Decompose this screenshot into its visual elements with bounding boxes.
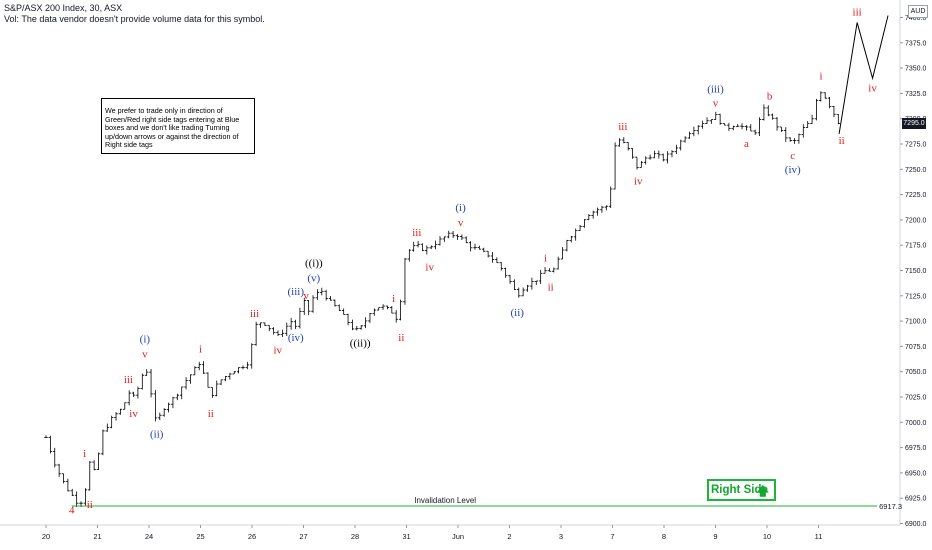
wave-label: iv bbox=[634, 175, 643, 187]
wave-label: b bbox=[767, 91, 773, 103]
up-arrow-icon: 🡅 bbox=[756, 484, 769, 498]
x-tick-label: 26 bbox=[248, 532, 256, 541]
wave-label: iv bbox=[273, 344, 282, 356]
wave-label: i bbox=[820, 70, 823, 82]
y-tick-label: 7275.0 bbox=[905, 142, 927, 149]
x-tick-label: 2 bbox=[507, 532, 511, 541]
price-series bbox=[44, 91, 841, 508]
chart-title: S&P/ASX 200 Index, 30, ASX bbox=[4, 3, 123, 13]
x-tick-label: 21 bbox=[93, 532, 101, 541]
wave-label: iii bbox=[853, 7, 862, 19]
wave-label: ((ii)) bbox=[350, 337, 371, 349]
invalidation-value: 6917.3 bbox=[879, 502, 902, 511]
projection-path bbox=[838, 15, 889, 134]
y-tick-label: 7100.0 bbox=[905, 319, 927, 326]
wave-label: ii bbox=[398, 332, 404, 344]
wave-label: ii bbox=[839, 135, 845, 147]
x-tick-label: 20 bbox=[42, 532, 50, 541]
wave-label: v bbox=[303, 290, 309, 302]
y-tick-label: 6925.0 bbox=[905, 496, 927, 503]
y-tick-label: 7175.0 bbox=[905, 243, 927, 250]
x-tick-label: Jun bbox=[452, 532, 464, 541]
x-axis: 20 21 24 25 26 27 28 31 Jun 2 3 7 8 9 10 11 bbox=[42, 525, 823, 541]
wave-label: v bbox=[458, 217, 464, 229]
wave-label: (v) bbox=[307, 273, 320, 285]
y-tick-label: 7375.0 bbox=[905, 40, 927, 47]
wave-label: 4 bbox=[69, 504, 75, 516]
x-tick-label: 3 bbox=[559, 532, 563, 541]
wave-label: c bbox=[790, 150, 795, 162]
y-tick-label: 7050.0 bbox=[905, 369, 927, 376]
currency-badge[interactable]: AUD bbox=[908, 5, 928, 18]
wave-label: ii bbox=[87, 499, 93, 511]
x-tick-label: 11 bbox=[815, 532, 823, 541]
y-tick-label: 7075.0 bbox=[905, 344, 927, 351]
wave-label: a bbox=[744, 138, 749, 150]
wave-label: i bbox=[83, 448, 86, 460]
x-tick-label: 8 bbox=[662, 532, 666, 541]
volume-note: Vol: The data vendor doesn't provide vol… bbox=[4, 14, 265, 24]
wave-label: (iii) bbox=[288, 286, 305, 298]
y-tick-label: 7000.0 bbox=[905, 420, 927, 427]
wave-label: iii bbox=[618, 121, 627, 133]
wave-label: (ii) bbox=[150, 428, 164, 440]
invalidation-label: Invalidation Level bbox=[414, 496, 476, 505]
wave-label: v bbox=[142, 349, 148, 361]
right-side-label: Right Side bbox=[711, 484, 768, 496]
x-tick-label: 28 bbox=[351, 532, 359, 541]
x-tick-label: 25 bbox=[196, 532, 204, 541]
y-axis: 6900.0 6925.0 6950.0 6975.0 7000.0 7025.0 7050… bbox=[900, 15, 927, 528]
trading-note-text: We prefer to trade only in direction of … bbox=[105, 106, 240, 149]
wave-label: i bbox=[392, 293, 395, 305]
y-tick-label: 7025.0 bbox=[905, 395, 927, 402]
y-tick-label: 7250.0 bbox=[905, 167, 927, 174]
wave-label: v bbox=[713, 98, 719, 110]
y-tick-label: 7125.0 bbox=[905, 293, 927, 300]
wave-label: ii bbox=[208, 408, 214, 420]
wave-label: (iii) bbox=[707, 83, 724, 95]
wave-label: (i) bbox=[140, 333, 151, 345]
x-tick-label: 7 bbox=[610, 532, 614, 541]
y-tick-label: 7225.0 bbox=[905, 192, 927, 199]
wave-label: (i) bbox=[455, 202, 466, 214]
y-tick-label: 7150.0 bbox=[905, 268, 927, 275]
x-tick-label: 27 bbox=[299, 532, 307, 541]
wave-label: (iv) bbox=[785, 164, 801, 176]
y-tick-label: 6900.0 bbox=[905, 521, 927, 528]
wave-labels: 4iiiiiiivv(i)(ii)iiiiiiiv(iii)(iv)v(v)((… bbox=[69, 7, 877, 517]
wave-label: (ii) bbox=[510, 307, 524, 319]
right-side-tag: Right Side 🡅 bbox=[707, 479, 776, 501]
invalidation-level: Invalidation Level 6917.3 bbox=[71, 496, 902, 511]
y-tick-label: 7200.0 bbox=[905, 217, 927, 224]
wave-label: iv bbox=[129, 408, 138, 420]
x-tick-label: 9 bbox=[713, 532, 717, 541]
wave-label: ((i)) bbox=[305, 258, 323, 270]
wave-label: iv bbox=[868, 82, 877, 94]
y-tick-label: 6975.0 bbox=[905, 445, 927, 452]
last-price-label: 7295.0 bbox=[902, 118, 926, 129]
x-tick-label: 31 bbox=[402, 532, 410, 541]
projection-line bbox=[838, 15, 889, 134]
trading-note-box: We prefer to trade only in direction of … bbox=[101, 98, 255, 154]
y-tick-label: 7350.0 bbox=[905, 66, 927, 73]
y-tick-label: 7400.0 bbox=[905, 15, 927, 22]
wave-label: ii bbox=[548, 282, 554, 294]
wave-label: i bbox=[544, 252, 547, 264]
wave-label: iii bbox=[124, 374, 133, 386]
wave-label: i bbox=[199, 344, 202, 356]
y-tick-label: 6950.0 bbox=[905, 470, 927, 477]
plot-area bbox=[0, 0, 901, 526]
wave-label: iii bbox=[412, 227, 421, 239]
x-tick-label: 24 bbox=[145, 532, 153, 541]
y-tick-label: 7325.0 bbox=[905, 91, 927, 98]
wave-label: iv bbox=[425, 261, 434, 273]
wave-label: iii bbox=[250, 308, 259, 320]
x-tick-label: 10 bbox=[763, 532, 771, 541]
wave-label: (iv) bbox=[288, 332, 304, 344]
